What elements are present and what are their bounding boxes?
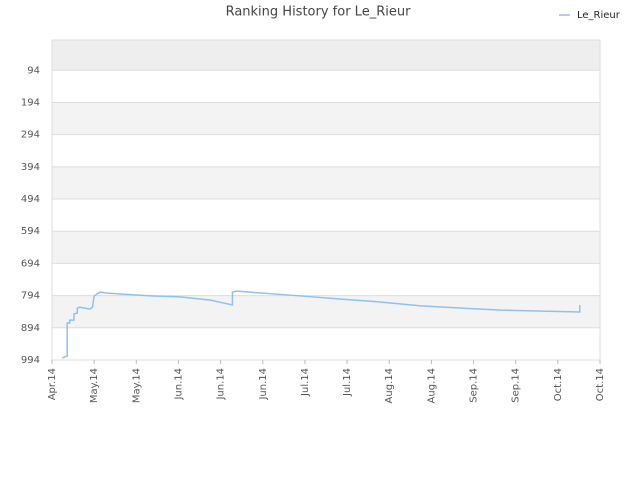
x-tick-label: Aug.14 xyxy=(426,368,437,403)
plot-band xyxy=(52,199,600,232)
x-tick-label: Jun.14 xyxy=(216,368,227,401)
x-tick-label: Oct.14 xyxy=(553,368,564,401)
x-tick-label: Jun.14 xyxy=(258,368,269,401)
plot-band xyxy=(52,231,600,264)
y-tick-label: 794 xyxy=(21,291,40,302)
plot-band xyxy=(52,327,600,360)
x-tick-label: Oct.14 xyxy=(595,368,606,401)
y-tick-label: 394 xyxy=(21,162,40,173)
chart-title: Ranking History for Le_Rieur xyxy=(226,5,411,20)
x-tick-label: Sep.14 xyxy=(511,368,522,403)
x-tick-label: Aug.14 xyxy=(384,368,395,403)
series-line xyxy=(61,290,581,359)
y-tick-label: 94 xyxy=(27,65,40,76)
plot-band xyxy=(52,263,600,296)
plot-band xyxy=(52,40,600,71)
x-tick-label: May.14 xyxy=(89,368,100,403)
y-tick-label: 294 xyxy=(21,130,40,141)
plot-band xyxy=(52,295,600,328)
y-tick-label: 494 xyxy=(21,194,40,205)
x-tick-label: Sep.14 xyxy=(469,368,480,403)
legend-label: Le_Rieur xyxy=(577,10,621,21)
plot-band xyxy=(52,102,600,135)
plot-band xyxy=(52,70,600,103)
x-tick-label: Jul.14 xyxy=(342,368,353,397)
x-tick-label: May.14 xyxy=(131,368,142,403)
y-tick-label: 894 xyxy=(21,323,40,334)
plot-band xyxy=(52,166,600,200)
y-tick-label: 694 xyxy=(21,258,40,269)
y-tick-label: 994 xyxy=(21,355,40,366)
y-tick-label: 594 xyxy=(21,226,40,237)
y-tick-label: 194 xyxy=(21,97,40,108)
x-tick-label: Jun.14 xyxy=(173,368,184,401)
plot-frame xyxy=(51,39,601,361)
x-tick-label: Jul.14 xyxy=(300,368,311,397)
plot-band xyxy=(52,134,600,167)
x-tick-label: Apr.14 xyxy=(47,368,58,400)
